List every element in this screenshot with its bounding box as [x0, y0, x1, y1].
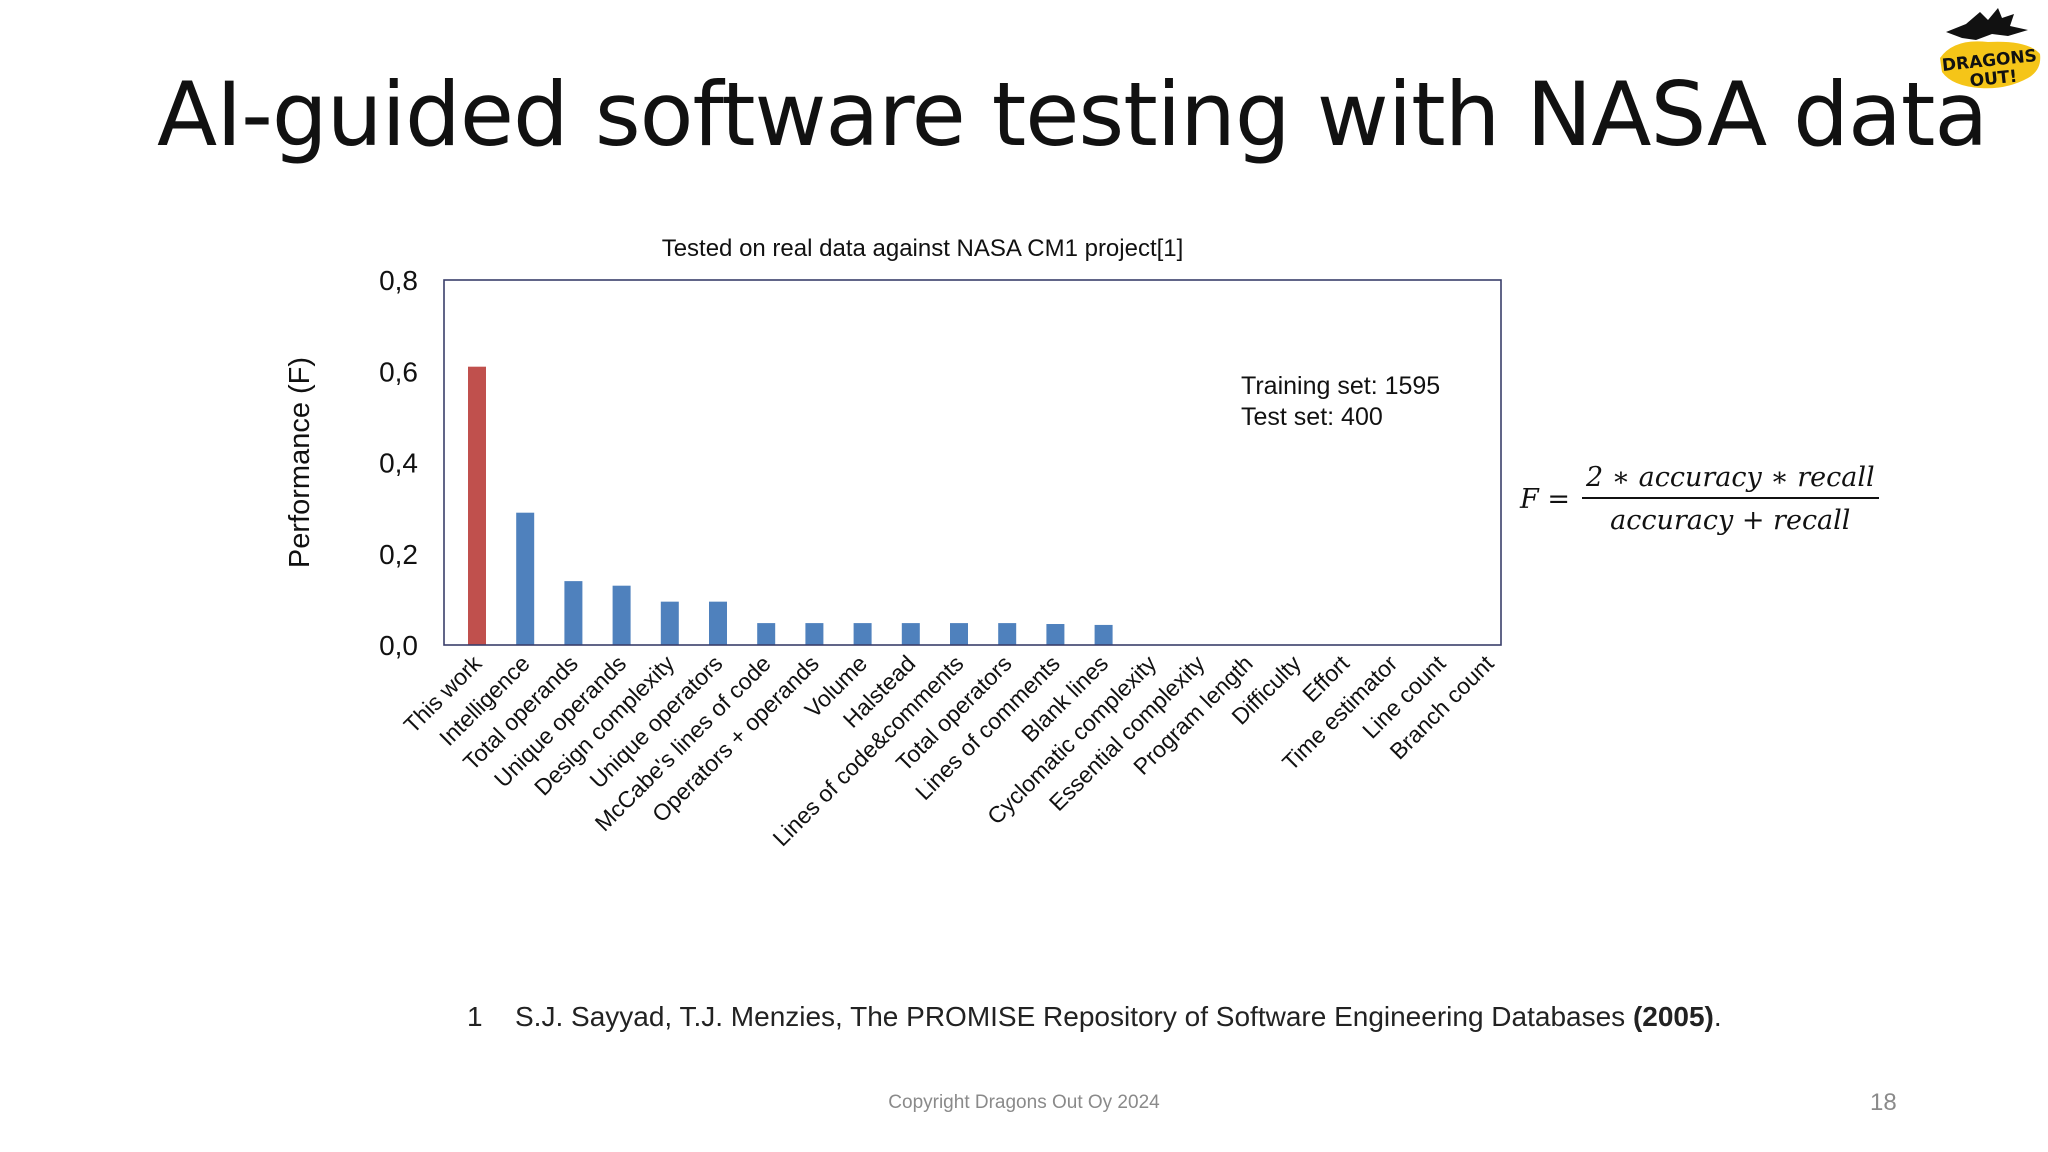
bar — [709, 601, 727, 645]
bar — [901, 623, 920, 645]
y-tick-label: 0,6 — [379, 356, 418, 387]
chart-title: Tested on real data against NASA CM1 pro… — [662, 235, 1184, 262]
svg-text:OUT!: OUT! — [1969, 67, 2018, 92]
plot-frame — [443, 279, 1502, 646]
reference-year: (2005) — [1632, 1001, 1714, 1032]
y-tick-label: 0,4 — [379, 448, 418, 479]
bar — [660, 601, 679, 645]
bar — [516, 512, 535, 645]
formula-lhs: F = — [1520, 483, 1570, 515]
formula-denominator: accuracy + recall — [1610, 505, 1851, 536]
formula-fraction: 2 ∗ accuracy ∗ recall accuracy + recall — [1581, 462, 1879, 536]
formula-numerator: 2 ∗ accuracy ∗ recall — [1581, 462, 1879, 499]
bar — [950, 623, 968, 645]
reference-number: 1 — [467, 1001, 483, 1032]
bar — [564, 581, 583, 645]
y-tick-label: 0,2 — [379, 539, 418, 570]
reference-text: S.J. Sayyad, T.J. Menzies, The PROMISE R… — [515, 1001, 1633, 1032]
page-number: 18 — [1870, 1089, 1897, 1116]
chart-annotation: Test set: 400 — [1241, 403, 1383, 431]
bar — [757, 623, 776, 645]
bar — [1094, 624, 1113, 645]
bar — [612, 585, 631, 645]
bar — [998, 623, 1017, 645]
reference-footnote: 1 S.J. Sayyad, T.J. Menzies, The PROMISE … — [467, 1001, 1722, 1033]
slide-title: AI-guided software testing with NASA dat… — [157, 63, 1988, 166]
bar — [853, 623, 872, 645]
f-score-formula: F = 2 ∗ accuracy ∗ recall accuracy + rec… — [1520, 462, 1879, 536]
dragons-out-logo: DRAGONS OUT! — [1940, 8, 2041, 92]
y-axis-label: Performance (F) — [284, 357, 316, 568]
bar — [468, 366, 486, 645]
y-tick-label: 0,8 — [379, 265, 418, 296]
dragon-silhouette-icon — [1946, 8, 2028, 40]
chart-annotation: Training set: 1595 — [1241, 372, 1440, 400]
y-tick-label: 0,0 — [379, 630, 418, 661]
copyright-footer: Copyright Dragons Out Oy 2024 — [888, 1092, 1160, 1113]
reference-end: . — [1713, 1001, 1722, 1032]
bar — [1046, 624, 1065, 645]
bar — [805, 623, 824, 645]
